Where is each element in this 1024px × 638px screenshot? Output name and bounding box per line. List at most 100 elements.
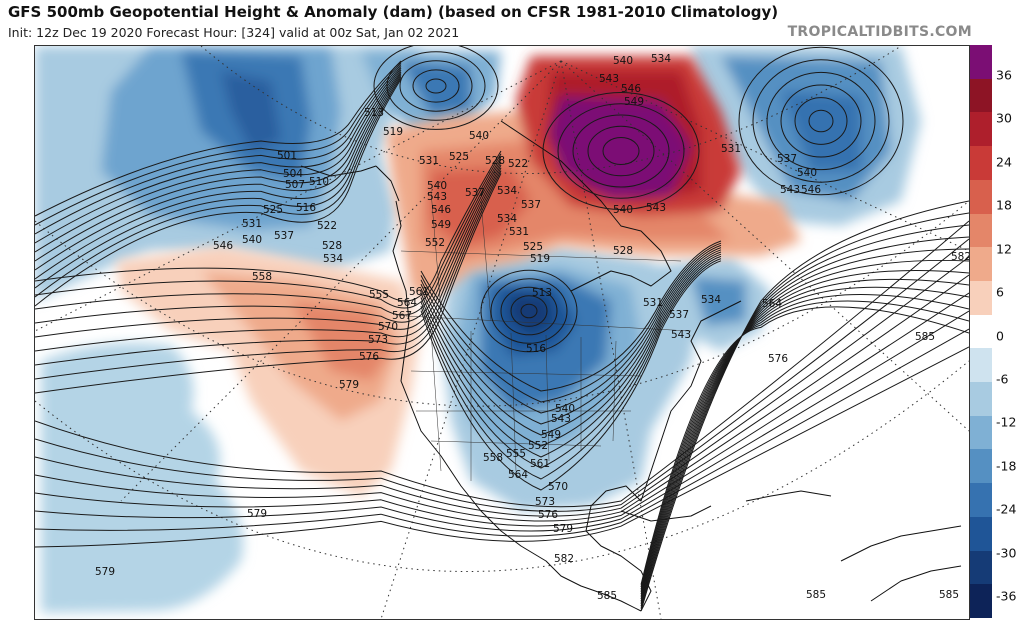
- colorbar-swatch: [970, 415, 992, 450]
- height-contour-line: [35, 328, 969, 537]
- contour-label: 546: [213, 240, 233, 252]
- contour-label: 540: [555, 403, 575, 415]
- contour-label: 570: [378, 321, 398, 333]
- contour-label: 522: [508, 158, 528, 170]
- contour-label: 549: [541, 429, 561, 441]
- height-contour-line: [35, 173, 502, 394]
- contour-label: 546: [621, 83, 641, 95]
- contour-label: 555: [369, 289, 389, 301]
- contour-label: 579: [95, 566, 115, 578]
- height-contour-line: [420, 240, 722, 392]
- colorbar-tick-label: 24: [996, 154, 1012, 170]
- colorbar-tick-label: 12: [996, 241, 1012, 257]
- contour-label: 504: [283, 168, 303, 180]
- contour-label: 537: [777, 153, 797, 165]
- height-contour-line: [640, 293, 969, 590]
- colorbar-swatch: [970, 483, 992, 518]
- contour-label: 558: [252, 271, 272, 283]
- contour-label: 513: [364, 107, 384, 119]
- height-contour-line: [640, 286, 969, 592]
- height-contour-line: [420, 260, 722, 491]
- height-contour-line: [738, 46, 904, 196]
- contour-label: 561: [409, 286, 429, 298]
- height-contour-line: [420, 258, 722, 480]
- height-contour-line: [640, 236, 969, 604]
- contour-label: 540: [242, 234, 262, 246]
- colorbar-tick-label: -24: [996, 501, 1017, 517]
- colorbar-swatch: [970, 314, 992, 349]
- height-contour-line: [35, 62, 402, 226]
- height-contour-line: [386, 51, 486, 121]
- height-contour-line: [373, 46, 499, 130]
- height-contour-line: [420, 242, 722, 403]
- contour-label: 585: [597, 590, 617, 602]
- height-contour-line: [420, 251, 722, 447]
- colorbar: [970, 45, 992, 619]
- contour-label: 579: [339, 379, 359, 391]
- height-contour-line: [602, 137, 640, 165]
- contour-label: 552: [425, 237, 445, 249]
- contour-label: 531: [721, 143, 741, 155]
- height-contour-line: [35, 274, 969, 522]
- contour-label: 525: [449, 151, 469, 163]
- colorbar-swatch: [970, 247, 992, 282]
- contour-label: 582: [554, 553, 574, 565]
- contour-label: 555: [506, 448, 526, 460]
- contour-label: 534: [651, 53, 671, 65]
- contour-label: 510: [309, 176, 329, 188]
- height-contour-line: [766, 71, 876, 171]
- contour-label: 543: [646, 202, 666, 214]
- contour-label: 576: [768, 353, 788, 365]
- contour-label: 543: [599, 73, 619, 85]
- contour-label: 585: [915, 331, 935, 343]
- colorbar-tick-label: -18: [996, 458, 1017, 474]
- height-contour-line: [425, 78, 447, 94]
- height-contour-line: [640, 224, 969, 607]
- contour-label: 534: [323, 253, 343, 265]
- colorbar-tick-label: 0: [996, 328, 1004, 344]
- height-contour-line: [35, 69, 402, 262]
- height-contour-line: [35, 310, 969, 532]
- colorbar-tick-label: -6: [996, 371, 1009, 387]
- height-contour-line: [520, 303, 538, 319]
- contour-label: 537: [521, 199, 541, 211]
- contour-label: 567: [392, 310, 412, 322]
- colorbar-swatch: [970, 280, 992, 316]
- contour-label: 576: [538, 509, 558, 521]
- contour-label: 531: [242, 218, 262, 230]
- contour-label: 501: [277, 150, 297, 162]
- map-title: GFS 500mb Geopotential Height & Anomaly …: [8, 3, 779, 21]
- contour-label: 543: [671, 329, 691, 341]
- colorbar-swatch: [970, 449, 992, 484]
- height-contour-line: [35, 64, 402, 235]
- height-contour-line: [490, 278, 568, 344]
- political-borders: [400, 190, 692, 481]
- contour-label: 534: [497, 213, 517, 225]
- height-contour-line: [35, 76, 402, 298]
- credit-text: TROPICALTIDBITS.COM: [787, 24, 972, 40]
- height-contour-line: [35, 164, 502, 352]
- height-contour-line: [640, 212, 969, 609]
- contour-label: 564: [762, 298, 782, 310]
- contour-label: 540: [427, 180, 447, 192]
- coastlines: [300, 120, 962, 612]
- height-contour-line: [35, 67, 402, 253]
- contour-label: 543: [551, 413, 571, 425]
- contour-label: 525: [263, 204, 283, 216]
- colorbar-swatch: [970, 112, 992, 147]
- height-contour-line: [510, 295, 548, 327]
- contour-label: 531: [419, 155, 439, 167]
- colorbar-tick-label: -36: [996, 588, 1017, 604]
- height-contour-line: [640, 300, 969, 588]
- height-contour-line: [35, 71, 402, 271]
- contour-label: 519: [383, 126, 403, 138]
- contour-label: 534: [497, 185, 517, 197]
- height-contour-line: [587, 125, 655, 177]
- height-contour-line: [557, 103, 685, 199]
- height-contour-line: [35, 170, 502, 380]
- contour-label: 576: [359, 351, 379, 363]
- contour-label: 546: [801, 184, 821, 196]
- contour-label: 570: [548, 481, 568, 493]
